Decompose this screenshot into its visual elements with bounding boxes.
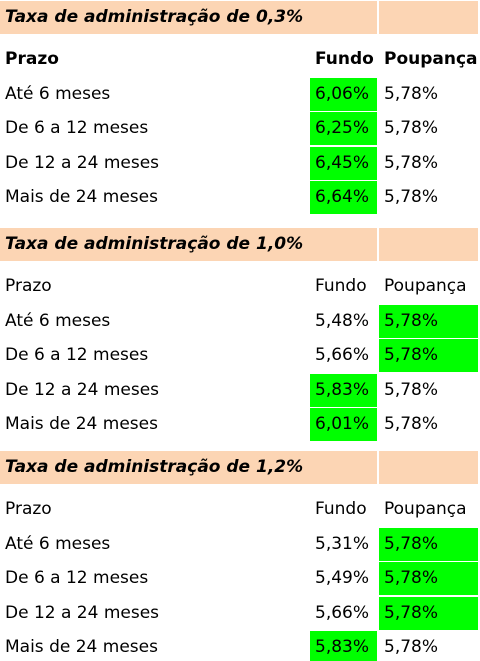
column-header: Poupança <box>384 276 467 296</box>
rate-cell: 5,78% <box>379 527 478 561</box>
column-header: Prazo <box>5 276 52 296</box>
column-header: Prazo <box>5 49 59 69</box>
rate-cell: 5,78% <box>379 339 478 372</box>
term-cell: Mais de 24 meses <box>5 637 158 657</box>
column-header: Fundo <box>315 276 367 296</box>
title-fill <box>379 228 478 261</box>
rate-cell: 5,48% <box>315 310 370 331</box>
rate-cell: 5,78% <box>384 637 439 657</box>
rate-cell: 5,66% <box>315 345 370 365</box>
term-cell: De 12 a 24 meses <box>5 602 160 623</box>
section-title: Taxa de administração de 0,3% <box>0 1 377 34</box>
term-cell: De 12 a 24 meses <box>5 379 160 400</box>
term-cell: Mais de 24 meses <box>5 414 158 434</box>
section-title: Taxa de administração de 1,2% <box>0 451 377 484</box>
rate-cell: 6,64% <box>310 181 377 214</box>
term-cell: Até 6 meses <box>5 83 111 104</box>
rate-cell: 6,06% <box>310 77 377 111</box>
rate-cell: 5,78% <box>384 187 439 207</box>
column-header: Poupança <box>384 499 467 519</box>
rate-cell: 6,25% <box>310 112 377 145</box>
rate-cell: 5,66% <box>315 602 370 623</box>
term-cell: De 6 a 12 meses <box>5 568 149 588</box>
term-cell: De 6 a 12 meses <box>5 345 149 365</box>
term-cell: Até 6 meses <box>5 533 111 554</box>
column-header: Prazo <box>5 499 52 519</box>
term-cell: Até 6 meses <box>5 310 111 331</box>
rate-cell: 5,78% <box>384 83 439 104</box>
rate-cell: 5,49% <box>315 568 370 588</box>
column-header: Fundo <box>315 499 367 519</box>
rate-cell: 5,83% <box>310 373 377 407</box>
column-header: Fundo <box>315 49 374 69</box>
rate-cell: 5,78% <box>384 118 439 138</box>
title-fill <box>379 1 478 34</box>
rate-cell: 5,78% <box>379 562 478 595</box>
rate-cell: 5,78% <box>384 379 439 400</box>
rate-cell: 5,78% <box>379 596 478 630</box>
term-cell: De 12 a 24 meses <box>5 152 160 173</box>
term-cell: Mais de 24 meses <box>5 187 158 207</box>
column-header: Poupança <box>384 49 478 69</box>
rate-cell: 5,31% <box>315 533 370 554</box>
rate-cell: 5,78% <box>379 304 478 338</box>
rate-cell: 5,83% <box>310 631 377 661</box>
section-title: Taxa de administração de 1,0% <box>0 228 377 261</box>
rate-cell: 6,01% <box>310 408 377 441</box>
rate-cell: 5,78% <box>384 414 439 434</box>
title-fill <box>379 451 478 484</box>
term-cell: De 6 a 12 meses <box>5 118 149 138</box>
rate-cell: 5,78% <box>384 152 439 173</box>
rate-cell: 6,45% <box>310 146 377 180</box>
